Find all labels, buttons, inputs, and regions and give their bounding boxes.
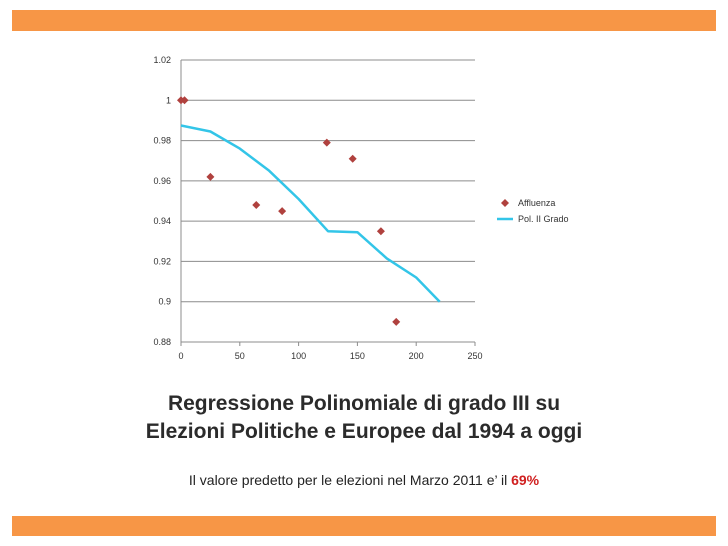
y-tick-label: 1 (166, 95, 171, 105)
legend-pol-ii-grado-label: Pol. II Grado (518, 214, 569, 224)
affluenza-point (376, 227, 385, 236)
chart-axes: 0.88 0.9 0.92 0.94 0.96 0.98 1 1.02 0 50 100 150 200… (153, 55, 482, 361)
subtitle-text: Il valore predetto per le elezioni nel M… (188, 472, 512, 488)
affluenza-point (392, 317, 401, 326)
chart-points-layer (177, 96, 401, 326)
affluenza-point (322, 138, 331, 147)
chart-curve-layer (180, 124, 441, 303)
series-pol-ii-grado-line (180, 124, 441, 303)
x-tick-label: 150 (350, 351, 365, 361)
y-tick-label: 0.88 (153, 337, 171, 347)
y-tick-label: 0.92 (153, 256, 171, 266)
affluenza-point (252, 201, 261, 210)
x-tick-label: 0 (178, 351, 183, 361)
legend-affluenza-marker (501, 199, 509, 207)
predicted-value: 69% (511, 472, 540, 488)
top-accent-bar (12, 10, 716, 31)
bottom-accent-bar (12, 516, 716, 536)
affluenza-point (180, 96, 189, 105)
chart-gridlines (181, 59, 475, 343)
chart-legend: Affluenza Pol. II Grado (497, 198, 569, 224)
x-tick-label: 50 (235, 351, 245, 361)
slide-title-line-2: Elezioni Politiche e Europee dal 1994 a … (145, 420, 583, 443)
y-tick-label: 0.96 (153, 176, 171, 186)
affluenza-point (278, 207, 287, 216)
x-tick-label: 200 (409, 351, 424, 361)
y-tick-label: 0.94 (153, 216, 171, 226)
y-tick-label: 0.9 (158, 297, 171, 307)
x-tick-label: 250 (467, 351, 482, 361)
slide-title: Regressione Polinomiale di grado III su … (0, 390, 728, 446)
affluenza-point (348, 154, 357, 163)
affluenza-point (206, 172, 215, 181)
y-tick-label: 0.98 (153, 136, 171, 146)
x-tick-label: 100 (291, 351, 306, 361)
slide-title-line-1: Regressione Polinomiale di grado III su (167, 392, 561, 415)
legend-affluenza-label: Affluenza (518, 198, 555, 208)
y-tick-label: 1.02 (153, 55, 171, 65)
slide-subtitle: Il valore predetto per le elezioni nel M… (0, 472, 728, 488)
